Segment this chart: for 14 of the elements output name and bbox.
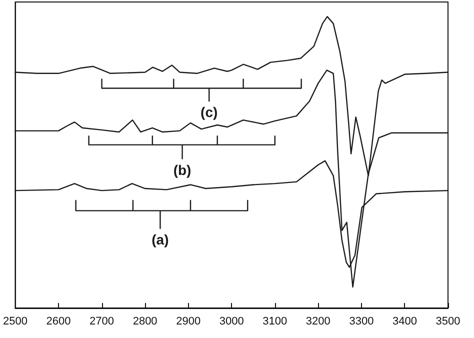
x-tick-label: 2900 [176,316,201,328]
x-tick-label: 2600 [46,316,71,328]
x-tick-label: 3300 [349,316,374,328]
x-tick-label: 2500 [2,316,28,328]
x-tick-label: 3400 [392,316,417,328]
x-tick-label: 2700 [90,316,114,328]
x-tick-label: 2800 [132,316,158,328]
x-tick-label: 3100 [262,316,288,328]
series-label: (a) [152,231,169,248]
series-label: (b) [173,162,192,178]
x-tick-label: 3200 [306,316,330,328]
x-tick-label: 3500 [436,316,460,328]
x-tick-label: 3000 [219,316,244,328]
series-label: (c) [200,104,218,120]
